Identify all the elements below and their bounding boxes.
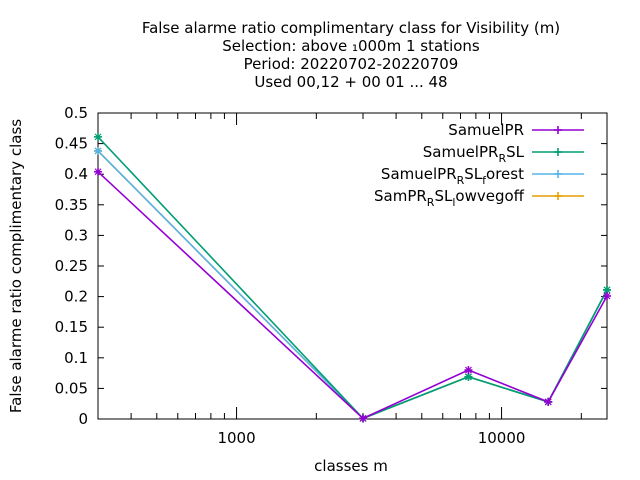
y-tick-label: 0.35 — [55, 196, 88, 214]
series-point-0 — [544, 397, 553, 406]
series-point-0 — [464, 366, 473, 375]
legend-label-3: SamPRRSLlowvegoff — [374, 187, 525, 209]
plot-frame — [97, 112, 608, 420]
legend-label-part: l — [452, 196, 455, 209]
x-axis: 1000 10000 — [97, 113, 582, 447]
y-axis: 0 0.05 0.1 0.15 0.2 0.25 0.3 0.35 0.4 0.45 0.5 — [55, 104, 607, 428]
x-tick-label: 10000 — [478, 429, 526, 447]
marker-d2 — [94, 133, 102, 141]
y-tick-label: 0.2 — [64, 288, 88, 306]
series-line-1 — [97, 136, 608, 420]
series-point-0 — [603, 291, 611, 300]
y-tick-label: 0.1 — [64, 349, 88, 367]
marker-d2 — [465, 366, 472, 374]
legend-label-part: R — [498, 152, 506, 165]
series-point-1 — [94, 132, 102, 141]
legend: SamuelPRSamuelPRRSLSamuelPRRSLforestSamP… — [374, 121, 584, 209]
series-point-2 — [94, 146, 102, 155]
legend-label-part: SL — [506, 143, 525, 161]
marker-d2 — [603, 292, 611, 300]
series-point-1 — [464, 372, 473, 381]
legend-label-part: owvegoff — [455, 187, 524, 205]
legend-label-part: SamPR — [374, 187, 427, 205]
legend-label-0: SamuelPR — [448, 121, 524, 139]
series-point-0 — [358, 414, 367, 423]
marker-d2 — [544, 398, 552, 406]
legend-label-part: R — [457, 174, 465, 187]
x-tick-label: 1000 — [217, 429, 255, 447]
series-point-0 — [94, 167, 102, 176]
marker-d2 — [465, 373, 472, 381]
y-tick-label: 0.5 — [64, 104, 88, 122]
chart-title-line: False alarme ratio complimentary class f… — [142, 19, 560, 37]
legend-label-part: f — [482, 174, 487, 187]
series-line-0 — [97, 171, 608, 420]
marker-d2 — [94, 168, 102, 176]
x-axis-label: classes m — [314, 457, 388, 475]
chart-title-line: Period: 20220702-20220709 — [244, 55, 459, 73]
chart-title-line: Used 00,12 + 00 01 ... 48 — [254, 73, 447, 91]
legend-label-part: R — [427, 196, 435, 209]
y-tick-label: 0.45 — [55, 135, 88, 153]
legend-label-part: SamuelPR — [423, 143, 499, 161]
series-line-2 — [97, 150, 608, 420]
y-tick-label: 0 — [78, 410, 88, 428]
y-tick-label: 0.3 — [64, 226, 88, 244]
y-tick-label: 0.05 — [55, 379, 88, 397]
y-tick-label: 0.4 — [64, 165, 88, 183]
series-line-3 — [97, 150, 608, 420]
chart-title: False alarme ratio complimentary class f… — [142, 19, 560, 91]
legend-label-part: SL — [434, 187, 453, 205]
series-group — [94, 132, 611, 423]
marker-d2 — [94, 147, 102, 155]
legend-label-1: SamuelPRRSL — [423, 143, 525, 165]
legend-label-part: SamuelPR — [448, 121, 524, 139]
marker-d2 — [359, 414, 367, 422]
y-tick-label: 0.25 — [55, 257, 88, 275]
y-axis-label: False alarme ratio complimentary class — [7, 119, 25, 413]
legend-label-part: SamuelPR — [381, 165, 457, 183]
chart-title-line: Selection: above ₁000m 1 stations — [222, 37, 480, 55]
legend-label-part: orest — [486, 165, 524, 183]
legend-label-part: SL — [464, 165, 483, 183]
y-tick-label: 0.15 — [55, 318, 88, 336]
legend-label-2: SamuelPRRSLforest — [381, 165, 524, 187]
marker-d2 — [603, 286, 611, 294]
